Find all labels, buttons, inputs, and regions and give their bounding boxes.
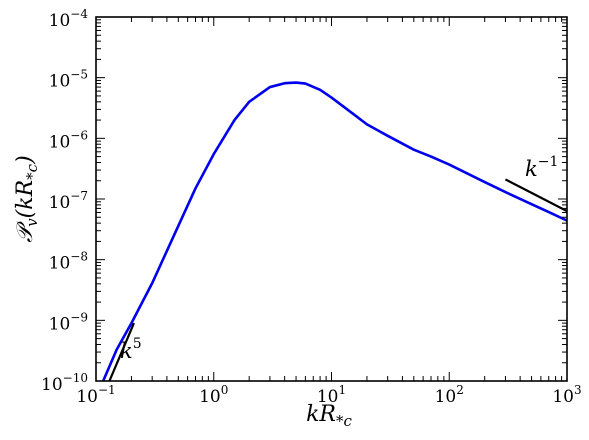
y-tick-label: 10−8 bbox=[49, 250, 88, 274]
y-tick-label: 10−9 bbox=[49, 310, 88, 334]
slope-guide-line-0 bbox=[108, 322, 135, 381]
y-axis-label: 𝒫v(kR*c) bbox=[13, 155, 41, 242]
tick-marks bbox=[95, 16, 568, 382]
y-tick-label: 10−10 bbox=[41, 371, 88, 395]
slope-guide-label-0: k5 bbox=[120, 336, 142, 363]
x-tick-label: 102 bbox=[435, 383, 464, 407]
y-tick-label: 10−4 bbox=[49, 7, 89, 31]
plot-area bbox=[95, 16, 568, 382]
y-tick-label: 10−7 bbox=[49, 189, 88, 213]
slope-guide-label-1: k−1 bbox=[525, 154, 558, 181]
series-line-0 bbox=[101, 81, 567, 381]
x-tick-label: 100 bbox=[199, 383, 228, 407]
x-tick-label: 103 bbox=[552, 383, 581, 407]
plot-frame bbox=[95, 16, 568, 382]
y-axis-ticks: 10−10 10−9 10−8 10−7 10−6 10−5 10−4 bbox=[41, 7, 88, 395]
x-axis-ticks: 10−1 100 101 102 103 bbox=[76, 383, 581, 407]
slope-guide-line-1 bbox=[504, 178, 567, 213]
x-tick-label: 101 bbox=[317, 383, 346, 407]
y-tick-label: 10−6 bbox=[49, 128, 88, 152]
y-tick-label: 10−5 bbox=[49, 68, 88, 92]
x-tick-label: 10−1 bbox=[76, 383, 115, 407]
x-axis-label: kR*c bbox=[306, 402, 352, 430]
slope-guides: k5 k−1 bbox=[108, 154, 567, 381]
